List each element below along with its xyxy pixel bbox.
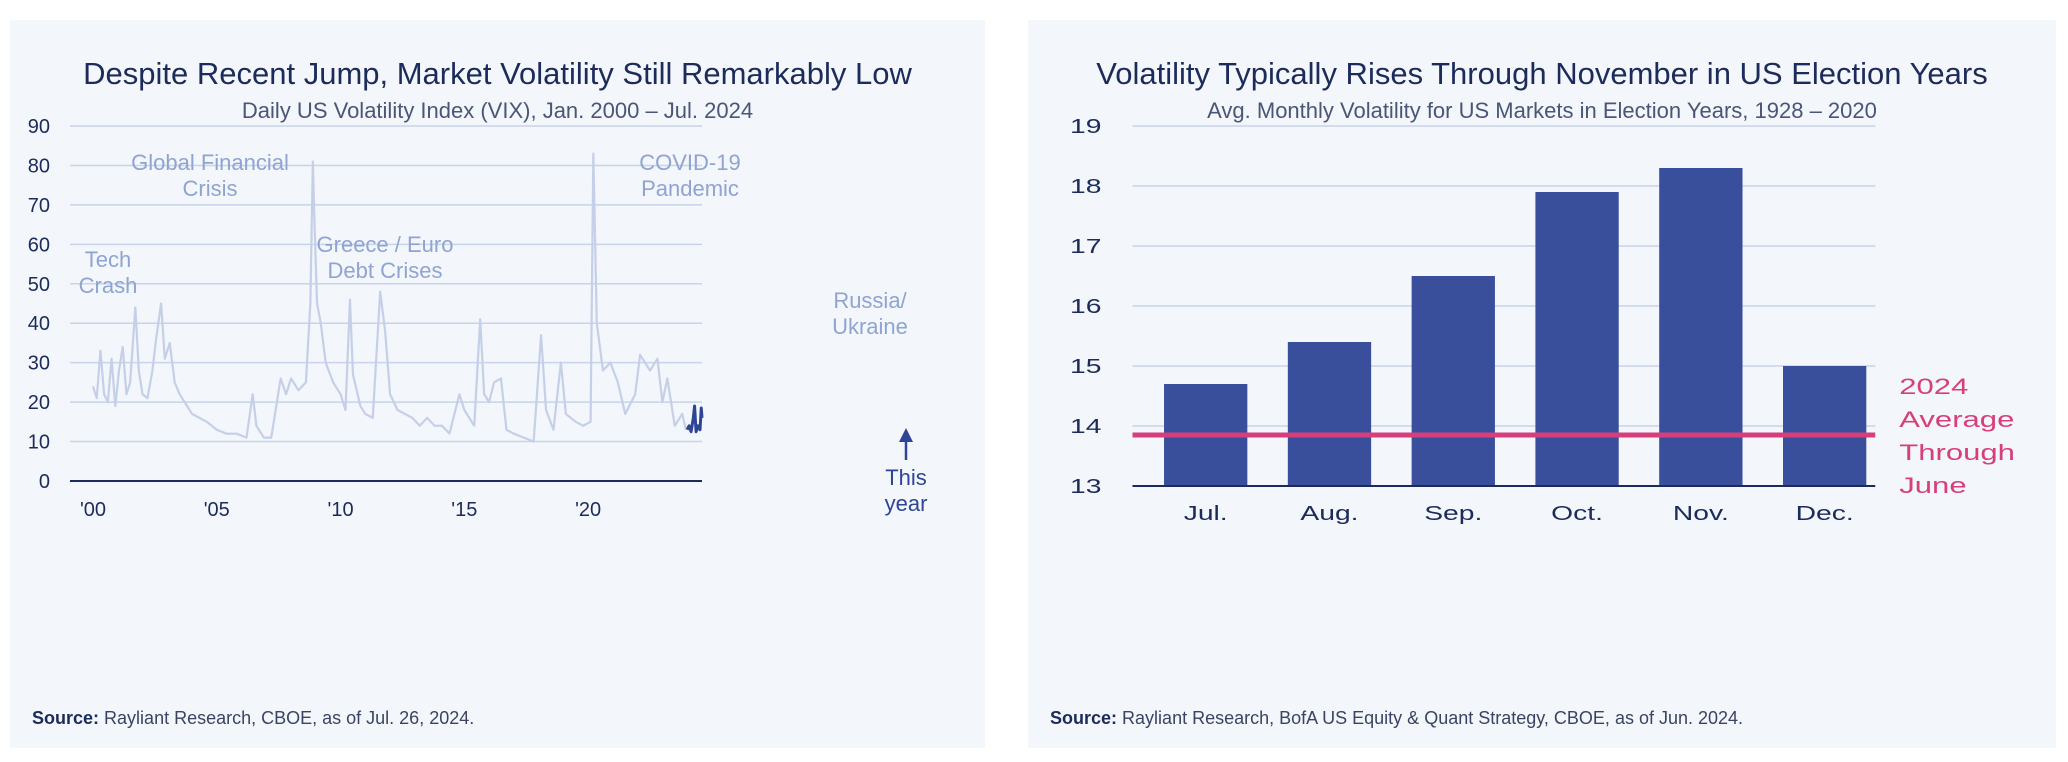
right-source-label: Source: (1050, 708, 1118, 728)
right-source-text: Rayliant Research, BofA US Equity & Quan… (1122, 708, 1744, 728)
y-tick-label: 60 (28, 234, 50, 256)
y-tick-label: 0 (39, 471, 50, 493)
bar-aug (1287, 342, 1372, 486)
left-source-text: Rayliant Research, CBOE, as of Jul. 26, … (104, 708, 475, 728)
vix-history-panel: Despite Recent Jump, Market Volatility S… (10, 20, 985, 748)
x-tick-label: '20 (575, 499, 601, 521)
chart-annotation: Global Financial Crisis (131, 150, 289, 201)
x-tick-label: '00 (80, 499, 106, 521)
annotation-line: This (885, 465, 927, 490)
y-tick-label: 13 (1070, 476, 1101, 498)
chart-annotation: COVID-19 Pandemic (639, 150, 740, 201)
y-tick-label: 90 (28, 116, 50, 138)
chart-annotation: Greece / Euro Debt Crises (317, 232, 454, 283)
election-bar-chart: 13 14 15 16 17 18 19 Jul. Aug. Sep. Oct. Nov. Dec. 20… (1070, 116, 2015, 525)
x-tick-label: '05 (204, 499, 230, 521)
y-tick-label: 15 (1070, 356, 1101, 378)
y-tick-label: 50 (28, 274, 50, 296)
annotation-line: Greece / Euro (317, 232, 454, 257)
election-volatility-panel: Volatility Typically Rises Through Novem… (1028, 20, 2056, 748)
chart-annotation: This year (885, 465, 928, 516)
left-source-label: Source: (32, 708, 100, 728)
this-year-arrow-head (899, 428, 913, 442)
reference-label-line: 2024 (1899, 374, 1968, 399)
y-tick-label: 20 (28, 392, 50, 414)
y-tick-label: 16 (1070, 296, 1101, 318)
x-tick-label: '10 (328, 499, 354, 521)
annotation-line: COVID-19 (639, 150, 740, 175)
annotation-line: Crisis (183, 176, 238, 201)
chart-annotation: Tech Crash (79, 247, 138, 298)
reference-label-line: June (1899, 473, 1966, 498)
annotation-line: Ukraine (832, 314, 908, 339)
vix-this-year-series (685, 404, 704, 434)
x-tick-label: Dec. (1796, 503, 1854, 525)
reference-label-line: Through (1899, 440, 2015, 465)
x-tick-label: Nov. (1673, 503, 1729, 525)
bar-sep (1411, 276, 1495, 486)
right-chart-subtitle: Avg. Monthly Volatility for US Markets i… (1207, 98, 1877, 123)
y-tick-label: 14 (1070, 416, 1101, 438)
annotation-line: Debt Crises (328, 258, 443, 283)
annotation-line: Pandemic (641, 176, 739, 201)
bar-nov (1659, 168, 1743, 486)
annotation-line: Tech (85, 247, 131, 272)
y-tick-label: 10 (28, 432, 50, 454)
left-chart-title: Despite Recent Jump, Market Volatility S… (83, 56, 912, 91)
y-tick-label: 18 (1070, 176, 1101, 198)
annotation-line: Crash (79, 273, 138, 298)
y-tick-label: 80 (28, 155, 50, 177)
reference-line-label: 2024 Average Through June (1899, 374, 2015, 498)
x-tick-label: '15 (451, 499, 477, 521)
left-chart-subtitle: Daily US Volatility Index (VIX), Jan. 20… (241, 98, 754, 123)
vix-history-series (91, 152, 687, 443)
bar-oct (1535, 192, 1619, 486)
reference-label-line: Average (1899, 407, 2014, 432)
annotation-line: year (885, 491, 928, 516)
y-tick-label: 70 (28, 195, 50, 217)
y-tick-label: 19 (1070, 116, 1101, 138)
right-chart-title: Volatility Typically Rises Through Novem… (1096, 56, 1988, 91)
y-tick-label: 17 (1070, 236, 1101, 258)
x-tick-label: Sep. (1424, 503, 1482, 525)
right-source: Source: Rayliant Research, BofA US Equit… (1050, 708, 1743, 729)
bar-dec (1782, 366, 1867, 486)
x-tick-label: Aug. (1300, 503, 1358, 525)
left-source: Source: Rayliant Research, CBOE, as of J… (32, 708, 474, 729)
chart-annotation: Russia/Ukraine (832, 288, 908, 339)
annotation-line: Russia/ (833, 288, 907, 313)
x-tick-label: Jul. (1184, 503, 1228, 525)
x-tick-label: Oct. (1551, 503, 1603, 525)
annotation-line: Global Financial (131, 150, 289, 175)
y-tick-label: 40 (28, 313, 50, 335)
y-tick-label: 30 (28, 353, 50, 375)
